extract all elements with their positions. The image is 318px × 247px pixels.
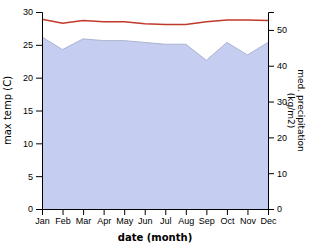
y2-axis: 0 10 20 30 40 50 bbox=[268, 13, 287, 215]
marks bbox=[42, 19, 268, 209]
x-tick-label: Apr bbox=[97, 216, 111, 226]
y-tick-label: 30 bbox=[23, 7, 33, 17]
y-tick: 25 bbox=[23, 40, 42, 50]
y-tick-label: 0 bbox=[28, 204, 33, 214]
y2-tick-mark bbox=[268, 30, 274, 31]
x-tick: May bbox=[116, 209, 134, 226]
y2-tick-label: 40 bbox=[277, 61, 287, 71]
x-tick-mark bbox=[227, 209, 228, 215]
y2-tick-label: 0 bbox=[277, 204, 282, 214]
x-tick-mark bbox=[206, 209, 207, 215]
y2-axis-title-line: med. precipitation bbox=[296, 69, 306, 151]
y-tick-label: 25 bbox=[23, 40, 33, 50]
y2-tick: 30 bbox=[268, 97, 287, 107]
x-tick: Oct bbox=[220, 209, 235, 226]
y2-tick: 0 bbox=[268, 204, 282, 214]
x-tick-label: Nov bbox=[240, 216, 257, 226]
x-axis-line bbox=[43, 210, 269, 216]
x-tick-label: Mar bbox=[76, 216, 92, 226]
x-tick-label: Feb bbox=[55, 216, 71, 226]
y-tick-mark bbox=[36, 209, 42, 210]
x-tick-mark bbox=[63, 209, 64, 215]
x-tick: Aug bbox=[178, 209, 194, 226]
x-tick-label: Sep bbox=[199, 216, 215, 226]
x-tick-label: May bbox=[116, 216, 134, 226]
y-tick-label: 10 bbox=[23, 139, 33, 149]
y-tick-mark bbox=[36, 12, 42, 13]
x-tick: Jun bbox=[138, 209, 153, 226]
x-tick-mark bbox=[124, 209, 125, 215]
x-tick: Sep bbox=[199, 209, 215, 226]
x-tick-mark bbox=[83, 209, 84, 215]
x-tick-mark bbox=[186, 209, 187, 215]
precipitation-area bbox=[42, 37, 268, 209]
y2-tick: 20 bbox=[268, 133, 287, 143]
precipitation-line bbox=[42, 37, 268, 60]
y2-axis-line bbox=[269, 13, 275, 210]
y-tick: 0 bbox=[28, 204, 42, 214]
x-tick-label: Aug bbox=[178, 216, 194, 226]
x-tick-label: Jan bbox=[35, 216, 50, 226]
y-tick: 20 bbox=[23, 73, 42, 83]
y-axis: 0 5 10 15 20 25 30 bbox=[23, 7, 43, 214]
x-tick: Apr bbox=[97, 209, 111, 226]
y-tick-label: 20 bbox=[23, 73, 33, 83]
y-tick-mark bbox=[36, 176, 42, 177]
y-tick: 5 bbox=[28, 172, 42, 182]
x-axis: Jan Feb Mar Apr May Jun Jul Aug Sep Oct NovDec bbox=[35, 209, 277, 226]
y2-tick: 50 bbox=[268, 25, 287, 35]
y-tick-label: 5 bbox=[28, 172, 33, 182]
x-tick: Jul bbox=[160, 209, 172, 226]
y2-axis-title-line: (kg/m2) bbox=[286, 93, 296, 128]
y-tick: 10 bbox=[23, 139, 42, 149]
x-tick: Nov bbox=[240, 209, 257, 226]
y-tick: 15 bbox=[23, 106, 42, 116]
x-tick-mark bbox=[165, 209, 166, 215]
x-tick-label: Oct bbox=[220, 216, 235, 226]
chart: JanFebMarAprMayJunJulAugSepOctNovDec0510… bbox=[0, 0, 318, 247]
x-tick: Feb bbox=[55, 209, 71, 226]
y-axis-line bbox=[36, 13, 43, 210]
y-tick-mark bbox=[36, 143, 42, 144]
y-tick-mark bbox=[36, 111, 42, 112]
plot: JanFebMarAprMayJunJulAugSepOctNovDec0510… bbox=[23, 7, 287, 226]
y2-axis-title: med. precipitation(kg/m2) bbox=[286, 69, 306, 151]
y2-tick-label: 10 bbox=[277, 169, 287, 179]
x-tick-mark bbox=[247, 209, 248, 215]
y-tick-mark bbox=[36, 78, 42, 79]
y-tick: 30 bbox=[23, 7, 42, 17]
y2-tick-mark bbox=[268, 137, 274, 138]
y2-tick-mark bbox=[268, 209, 274, 210]
x-tick-label: Dec bbox=[260, 216, 277, 226]
y2-tick: 10 bbox=[268, 169, 287, 179]
x-tick-label: Jul bbox=[160, 216, 172, 226]
y2-tick-mark bbox=[268, 173, 274, 174]
x-axis-title: date (month) bbox=[118, 232, 192, 243]
x-tick-label: Jun bbox=[138, 216, 153, 226]
y-tick-label: 15 bbox=[23, 106, 33, 116]
y2-tick-mark bbox=[268, 102, 274, 103]
x-tick: Dec bbox=[260, 209, 277, 226]
x-tick-mark bbox=[145, 209, 146, 215]
y2-tick: 40 bbox=[268, 61, 287, 71]
x-tick: Jan bbox=[35, 209, 50, 226]
y-axis-title: max temp (C) bbox=[2, 76, 13, 145]
x-tick-mark bbox=[104, 209, 105, 215]
y-tick-mark bbox=[36, 45, 42, 46]
x-tick: Mar bbox=[76, 209, 92, 226]
y2-tick-label: 50 bbox=[277, 25, 287, 35]
y2-tick-mark bbox=[268, 66, 274, 67]
y2-tick-label: 30 bbox=[277, 97, 287, 107]
y2-tick-label: 20 bbox=[277, 133, 287, 143]
temperature-line bbox=[42, 19, 268, 24]
